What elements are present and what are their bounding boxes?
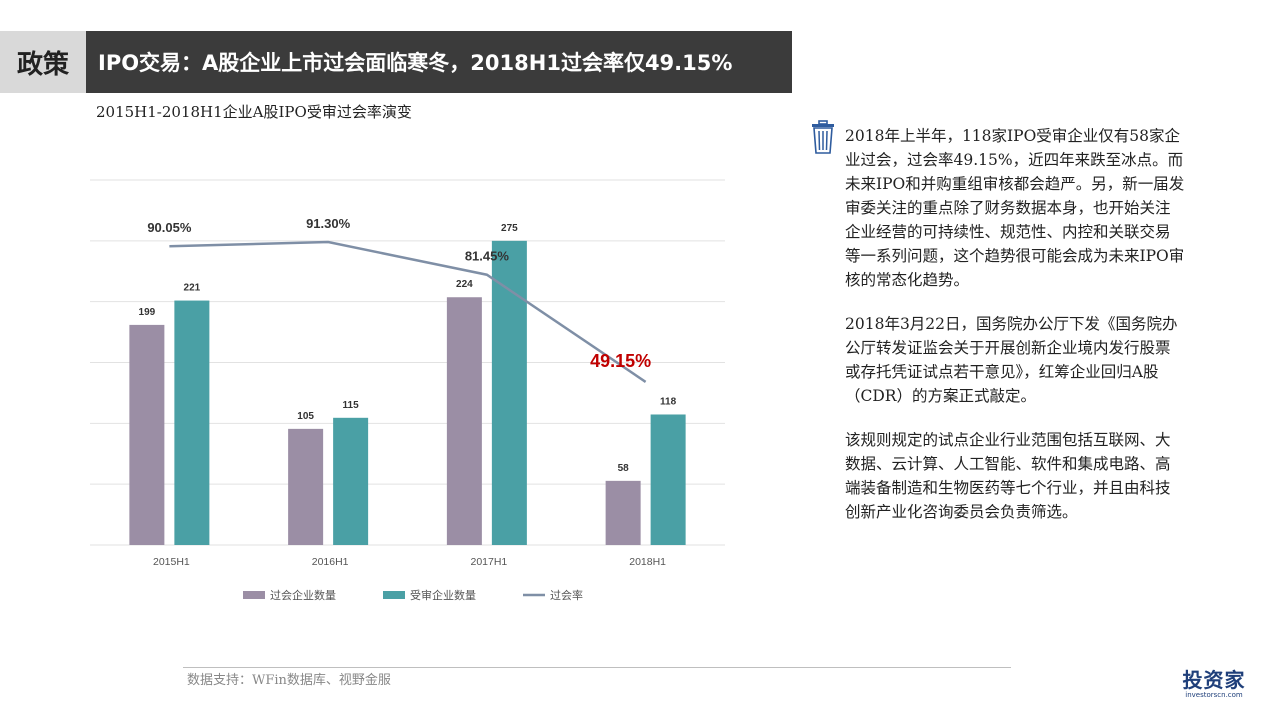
rate-line bbox=[169, 240, 647, 383]
data-source: 数据支持：WFin数据库、视野金服 bbox=[187, 673, 391, 688]
logo-text: 投资家 bbox=[1182, 668, 1246, 692]
bar-value-label: 105 bbox=[297, 411, 314, 422]
bar bbox=[605, 480, 641, 545]
bar bbox=[174, 300, 210, 545]
legend-swatch bbox=[383, 591, 405, 599]
paragraph-3: 该规则规定的试点企业行业范围包括互联网、大数据、云计算、人工智能、软件和集成电路… bbox=[845, 431, 1171, 521]
bar bbox=[446, 297, 482, 545]
bar-value-label: 275 bbox=[501, 223, 518, 234]
bar-value-label: 118 bbox=[660, 396, 677, 407]
bar bbox=[288, 428, 324, 545]
footer-divider bbox=[183, 667, 1011, 668]
rate-label: 81.45% bbox=[465, 249, 510, 264]
bar-value-label: 58 bbox=[618, 463, 630, 474]
x-tick-label: 2015H1 bbox=[153, 556, 190, 568]
bar bbox=[333, 417, 369, 545]
legend-swatch bbox=[243, 591, 265, 599]
commentary: 2018年上半年，118家IPO受审企业仅有58家企业过会，过会率49.15%，… bbox=[845, 124, 1185, 544]
x-tick-label: 2016H1 bbox=[312, 556, 349, 568]
x-tick-label: 2018H1 bbox=[629, 556, 666, 568]
x-tick-label: 2017H1 bbox=[470, 556, 507, 568]
bar-value-label: 221 bbox=[184, 283, 201, 294]
rate-label: 90.05% bbox=[147, 220, 192, 235]
bar-value-label: 199 bbox=[139, 307, 156, 318]
logo-subtext: investorscn.com bbox=[1185, 691, 1243, 699]
bar bbox=[491, 240, 527, 545]
rate-label: 91.30% bbox=[306, 216, 351, 231]
bar-value-label: 115 bbox=[343, 400, 360, 411]
legend-label: 过会率 bbox=[550, 588, 583, 602]
trash-icon bbox=[812, 120, 834, 154]
legend-label: 受审企业数量 bbox=[410, 588, 476, 602]
section-tag: 政策 bbox=[0, 31, 86, 93]
legend-label: 过会企业数量 bbox=[270, 588, 336, 602]
bar-value-label: 224 bbox=[456, 279, 473, 290]
page-title: IPO交易：A股企业上市过会面临寒冬，2018H1过会率仅49.15% bbox=[86, 31, 792, 93]
rate-label: 49.15% bbox=[590, 351, 651, 371]
bar bbox=[129, 324, 165, 545]
paragraph-1: 2018年上半年，118家IPO受审企业仅有58家企业过会，过会率49.15%，… bbox=[845, 127, 1185, 289]
brand-logo[interactable]: 投资家 investorscn.com bbox=[1174, 664, 1254, 710]
paragraph-2: 2018年3月22日，国务院办公厅下发《国务院办公厅转发证监会关于开展创新企业境… bbox=[845, 315, 1178, 405]
ipo-chart: 199 221 2015H1 105 115 2016H1 224 275 2017H1 58 11… bbox=[90, 179, 725, 602]
chart-title: 2015H1-2018H1企业A股IPO受审过会率演变 bbox=[96, 103, 412, 121]
bar bbox=[650, 414, 686, 545]
